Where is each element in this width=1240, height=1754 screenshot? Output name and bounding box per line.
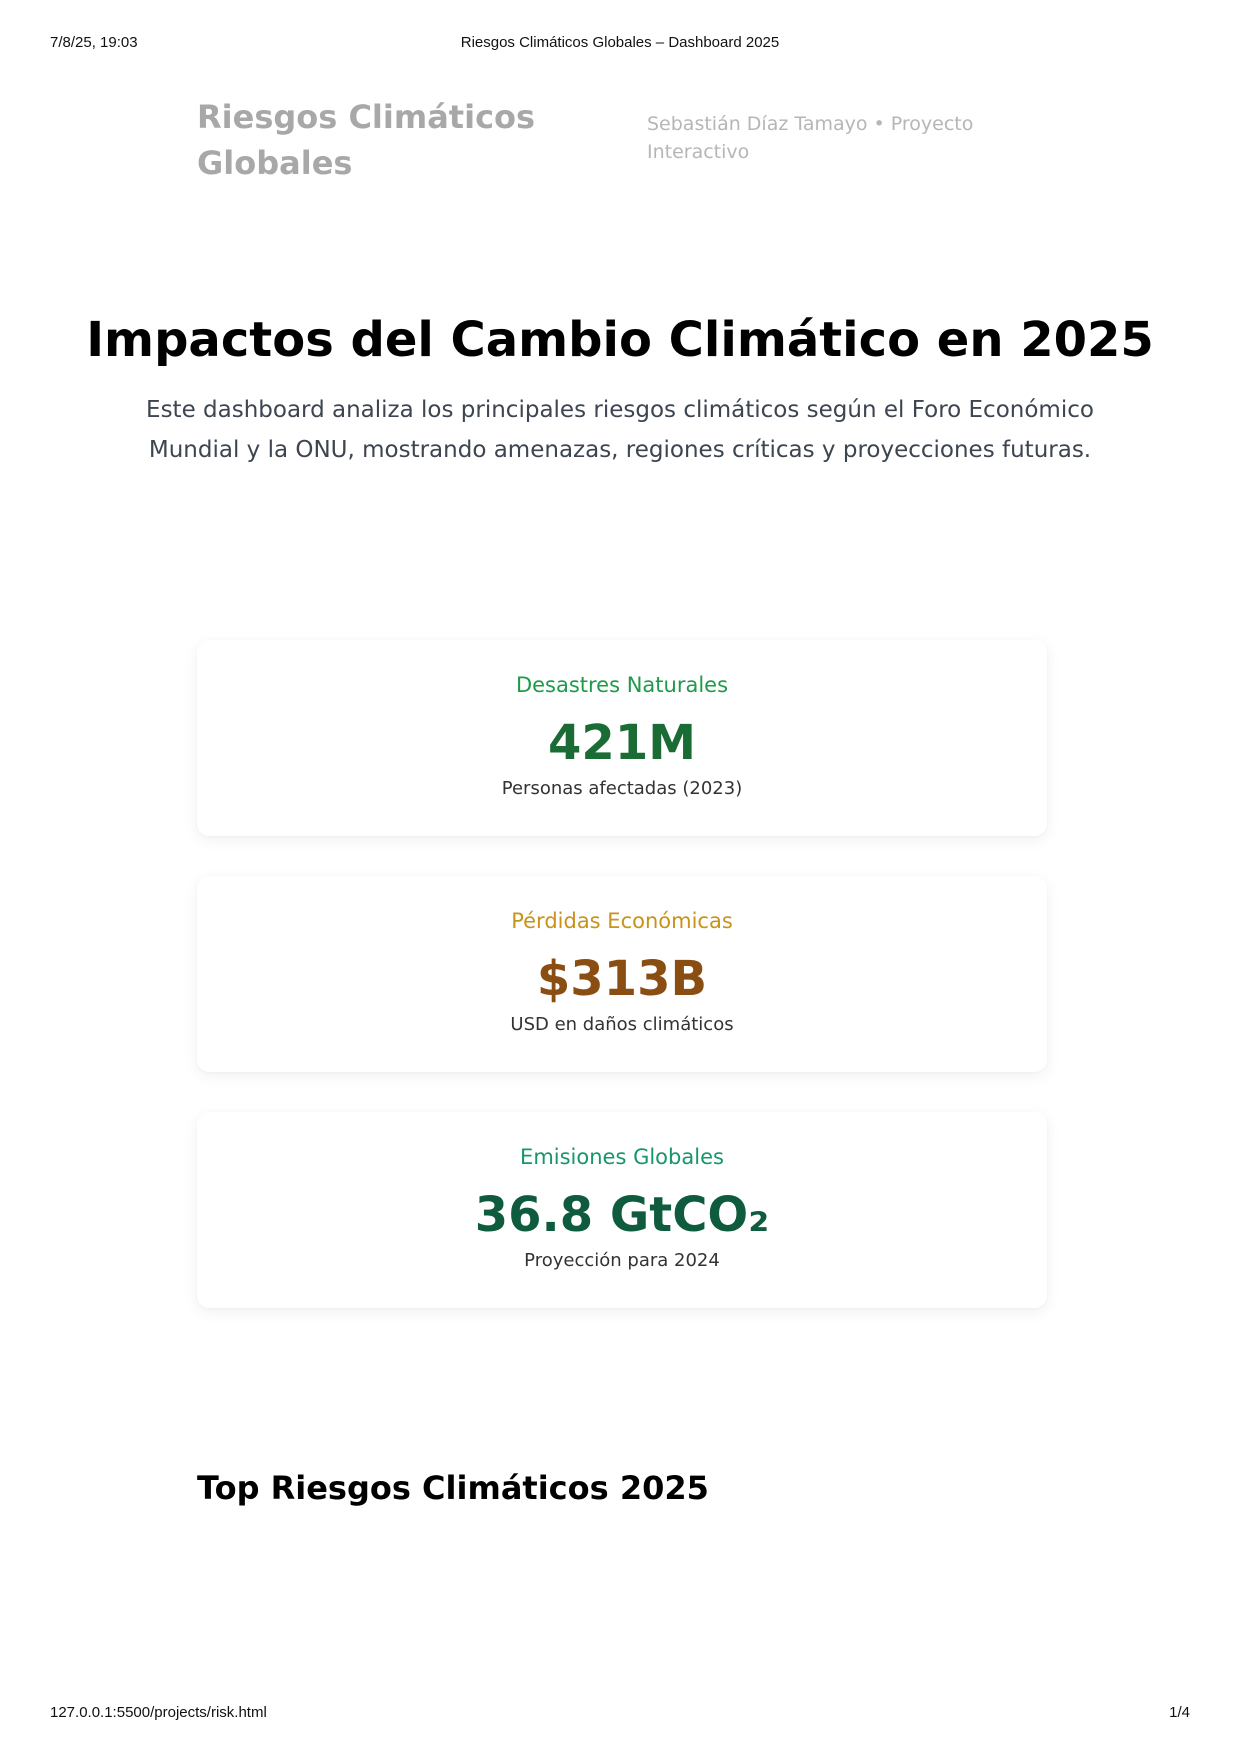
print-document-title: Riesgos Climáticos Globales – Dashboard … bbox=[460, 34, 780, 51]
brand-title[interactable]: Riesgos Climáticos Globales bbox=[197, 98, 536, 182]
stat-card-description: USD en daños climáticos bbox=[510, 1014, 734, 1035]
print-datetime: 7/8/25, 19:03 bbox=[50, 34, 138, 51]
hero-section: Impactos del Cambio Climático en 2025 Es… bbox=[60, 308, 1180, 470]
stats-cards: Desastres Naturales 421M Personas afecta… bbox=[197, 640, 1047, 1348]
print-footer: 127.0.0.1:5500/projects/risk.html 1/4 bbox=[50, 1704, 1190, 1724]
print-page-number: 1/4 bbox=[1169, 1704, 1190, 1721]
page-title: Impactos del Cambio Climático en 2025 bbox=[86, 312, 1154, 368]
print-header: 7/8/25, 19:03 Riesgos Climáticos Globale… bbox=[50, 34, 1190, 54]
print-url: 127.0.0.1:5500/projects/risk.html bbox=[50, 1704, 267, 1721]
hero-description: Este dashboard analiza los principales r… bbox=[146, 397, 1094, 463]
author-credit: Sebastián Díaz Tamayo • Proyecto Interac… bbox=[647, 113, 974, 163]
stat-card-desastres: Desastres Naturales 421M Personas afecta… bbox=[197, 640, 1047, 836]
stat-card-value: $313B bbox=[536, 951, 708, 1007]
stat-card-description: Proyección para 2024 bbox=[524, 1250, 720, 1271]
stat-card-title: Pérdidas Económicas bbox=[511, 909, 733, 933]
stat-card-value: 421M bbox=[548, 715, 696, 771]
top-risks-heading: Top Riesgos Climáticos 2025 bbox=[197, 1469, 709, 1507]
stat-card-perdidas: Pérdidas Económicas $313B USD en daños c… bbox=[197, 876, 1047, 1072]
stat-card-description: Personas afectadas (2023) bbox=[501, 778, 743, 799]
stat-card-title: Desastres Naturales bbox=[515, 673, 729, 697]
stat-card-emisiones: Emisiones Globales 36.8 GtCO₂ Proyección… bbox=[197, 1112, 1047, 1308]
stat-card-value: 36.8 GtCO₂ bbox=[474, 1187, 770, 1243]
stat-card-title: Emisiones Globales bbox=[520, 1145, 724, 1169]
site-header: Riesgos Climáticos Globales Sebastián Dí… bbox=[197, 94, 1047, 194]
